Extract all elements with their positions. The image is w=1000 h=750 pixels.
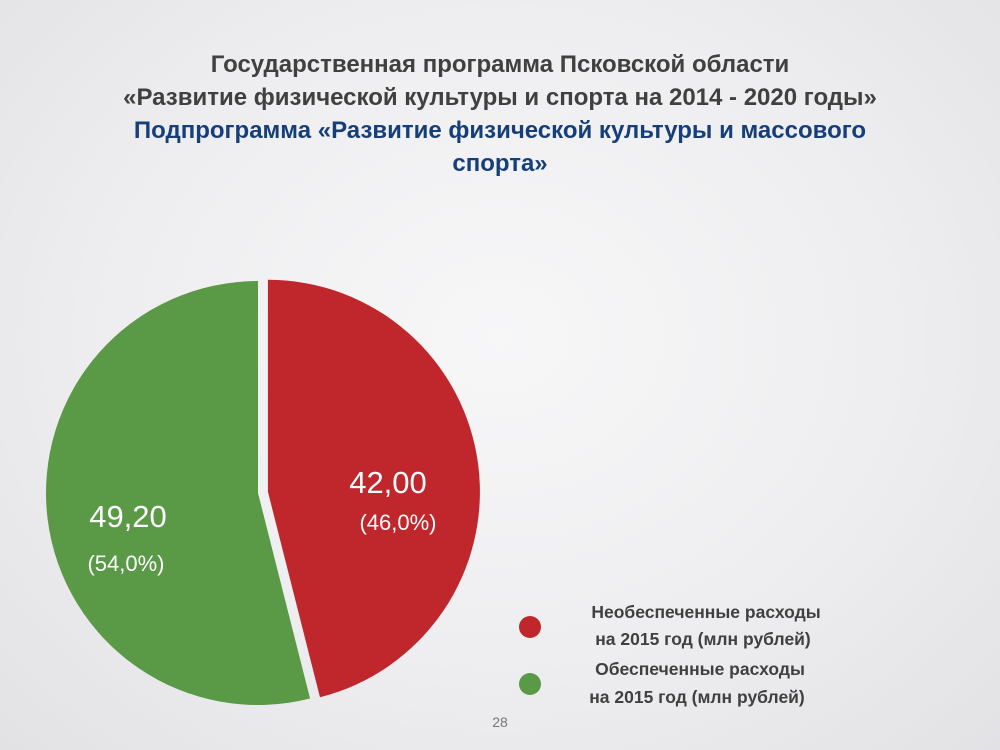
pie-slice-funded	[45, 281, 311, 705]
legend-label-funded-line2: на 2015 год (млн рублей)	[589, 687, 805, 707]
title-line-2: «Развитие физической культуры и спорта н…	[123, 84, 877, 111]
page-number: 28	[492, 714, 508, 730]
title-block: Государственная программа Псковской обла…	[0, 48, 1000, 180]
subtitle-line-2: спорта»	[452, 150, 548, 177]
legend-marker-unfunded	[519, 616, 541, 638]
subtitle-line-1: Подпрограмма «Развитие физической культу…	[133, 117, 867, 144]
slice-percent-label-unfunded: (46,0%)	[359, 510, 436, 535]
title-line-1: Государственная программа Псковской обла…	[210, 51, 790, 78]
slice-value-label-funded: 49,20	[89, 499, 167, 534]
legend-label-unfunded-line1: Необеспеченные расходы	[591, 602, 820, 622]
pie-slice-unfunded	[267, 279, 480, 698]
legend-label-unfunded-line2: на 2015 год (млн рублей)	[595, 629, 811, 649]
legend-label-funded-line1: Обеспеченные расходы	[595, 659, 805, 679]
slice-percent-label-funded: (54,0%)	[87, 551, 164, 576]
slice-value-label-unfunded: 42,00	[349, 465, 427, 500]
legend-marker-funded	[519, 673, 541, 695]
